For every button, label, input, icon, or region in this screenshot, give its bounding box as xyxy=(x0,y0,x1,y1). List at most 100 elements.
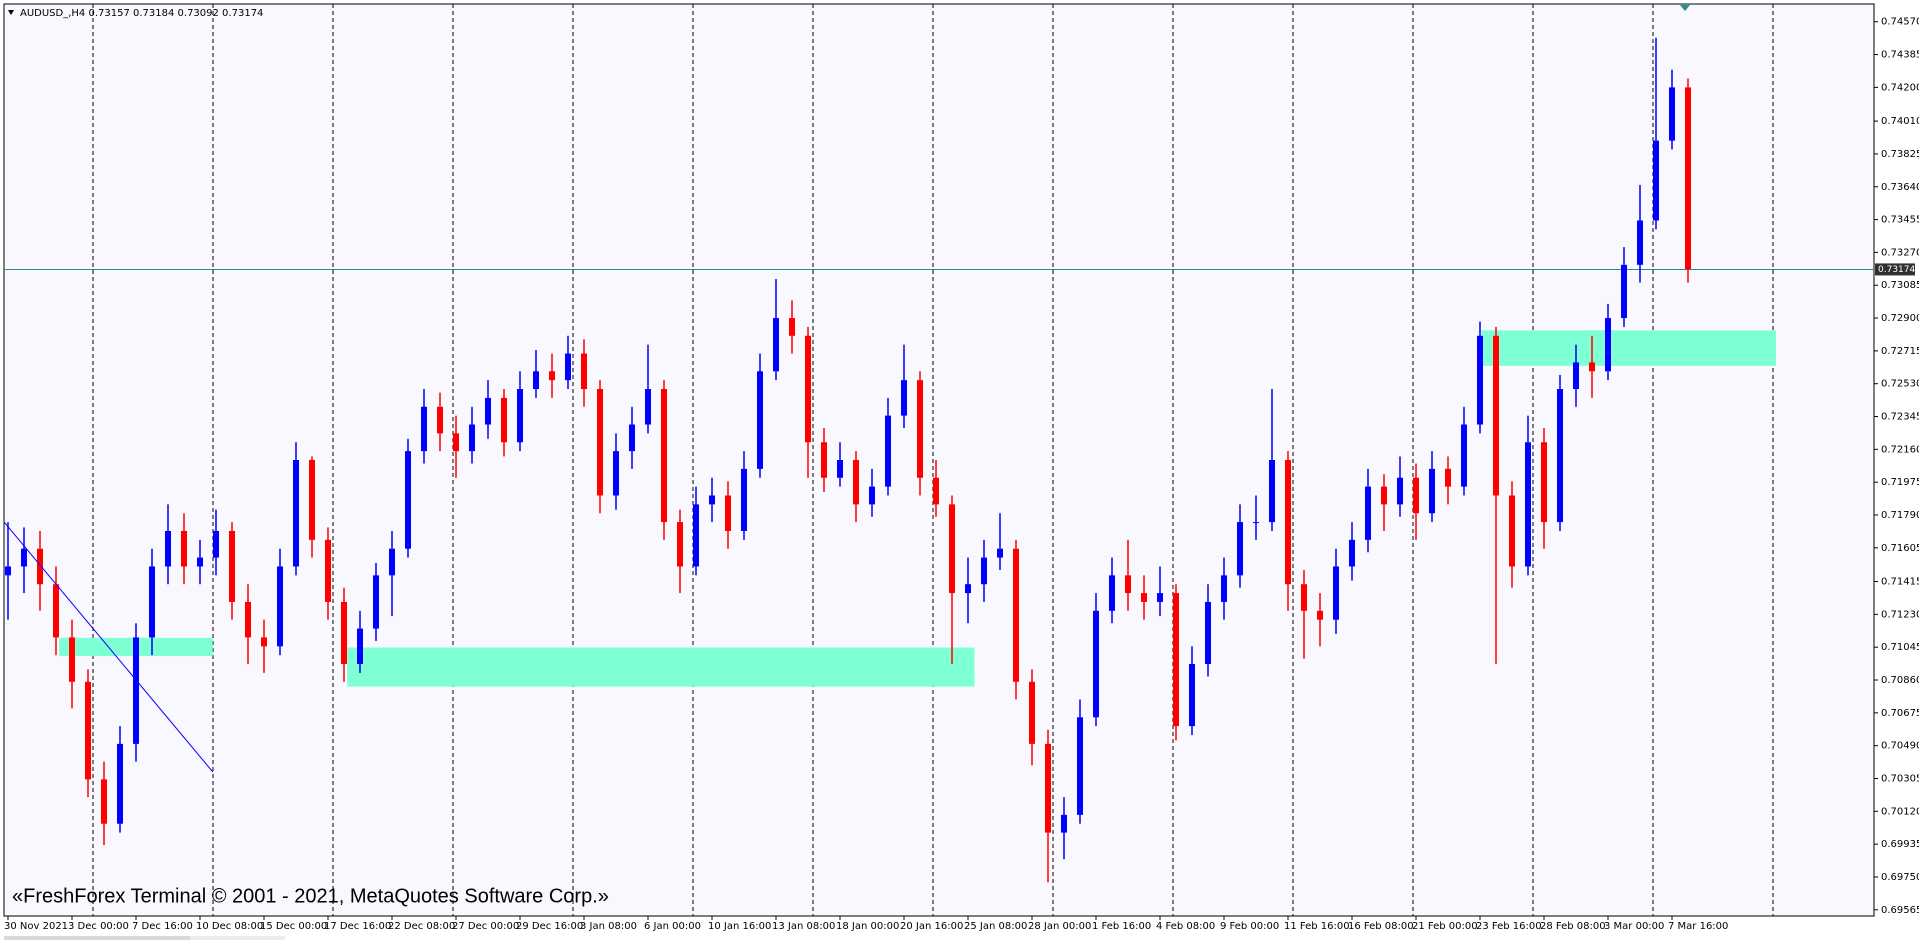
x-tick-label: 15 Dec 00:00 xyxy=(260,921,327,932)
candle-body xyxy=(437,406,443,434)
candle-body xyxy=(1077,717,1083,815)
x-tick-label: 10 Dec 08:00 xyxy=(196,921,263,932)
candle-body xyxy=(1525,442,1531,567)
candle-body xyxy=(421,406,427,452)
x-tick-label: 18 Jan 00:00 xyxy=(836,921,899,932)
candle-body xyxy=(1477,335,1483,425)
candle-body xyxy=(853,460,859,505)
y-tick-label: 0.73640 xyxy=(1881,182,1919,193)
y-tick-label: 0.73455 xyxy=(1881,215,1919,226)
candle-body xyxy=(1045,743,1051,833)
candle-body xyxy=(277,566,283,647)
candle-body xyxy=(1189,664,1195,727)
candle-body xyxy=(1125,575,1131,594)
y-tick-label: 0.69935 xyxy=(1881,839,1919,850)
zone xyxy=(347,647,975,687)
candle-body xyxy=(773,318,779,372)
x-tick-label: 10 Jan 16:00 xyxy=(708,921,771,932)
y-tick-label: 0.70490 xyxy=(1881,741,1919,752)
candle-body xyxy=(1285,460,1291,585)
candle-body xyxy=(213,530,219,558)
y-tick-label: 0.70305 xyxy=(1881,773,1919,784)
y-tick-label: 0.74200 xyxy=(1881,82,1919,93)
candle-body xyxy=(5,566,11,576)
x-tick-label: 22 Dec 08:00 xyxy=(388,921,455,932)
price-label: 0.73174 xyxy=(1878,265,1915,275)
tab-strip[interactable] xyxy=(4,936,190,940)
candle-body xyxy=(1269,460,1275,523)
x-tick-label: 17 Dec 16:00 xyxy=(324,921,391,932)
candle-body xyxy=(1029,681,1035,744)
candle-body xyxy=(517,389,523,443)
candle-body xyxy=(1605,318,1611,372)
candle-body xyxy=(165,530,171,567)
y-tick-label: 0.74010 xyxy=(1881,116,1919,127)
candle-body xyxy=(949,504,955,594)
y-tick-label: 0.69750 xyxy=(1881,872,1919,883)
candle-body xyxy=(885,415,891,487)
watermark: «FreshForex Terminal © 2001 - 2021, Meta… xyxy=(12,885,609,907)
tab-strip[interactable] xyxy=(190,936,285,940)
candle-body xyxy=(661,389,667,523)
y-tick-label: 0.70675 xyxy=(1881,708,1919,719)
candle-body xyxy=(981,557,987,585)
candle-body xyxy=(805,335,811,443)
candle-body xyxy=(1301,584,1307,611)
candle-body xyxy=(757,371,763,469)
candle-body xyxy=(21,548,27,567)
x-tick-label: 11 Feb 16:00 xyxy=(1284,921,1350,932)
y-tick-label: 0.72715 xyxy=(1881,346,1919,357)
candle-body xyxy=(581,353,587,390)
candle-body xyxy=(1557,389,1563,523)
x-tick-label: 21 Feb 00:00 xyxy=(1412,921,1478,932)
symbol-menu-icon[interactable] xyxy=(8,10,14,15)
candle-body xyxy=(1013,548,1019,682)
y-tick-label: 0.73085 xyxy=(1881,280,1919,291)
x-tick-label: 23 Feb 16:00 xyxy=(1476,921,1542,932)
candle-body xyxy=(1237,522,1243,576)
candle-body xyxy=(869,486,875,505)
candle-body xyxy=(293,460,299,567)
candle-body xyxy=(69,637,75,682)
candle-body xyxy=(533,371,539,390)
candle-body xyxy=(501,397,507,443)
candle-body xyxy=(1205,601,1211,665)
candle-body xyxy=(613,451,619,496)
y-tick-label: 0.69565 xyxy=(1881,905,1919,916)
candle-body xyxy=(1445,468,1451,487)
y-tick-label: 0.71230 xyxy=(1881,609,1919,620)
candle-body xyxy=(149,566,155,638)
x-tick-label: 13 Jan 08:00 xyxy=(772,921,835,932)
candle-body xyxy=(341,601,347,665)
candle-body xyxy=(389,548,395,576)
x-tick-label: 9 Feb 00:00 xyxy=(1220,921,1279,932)
candle-body xyxy=(1669,87,1675,141)
candle-body xyxy=(1637,220,1643,265)
candle-body xyxy=(1381,486,1387,505)
shift-marker[interactable] xyxy=(1680,5,1690,11)
x-tick-label: 3 Jan 08:00 xyxy=(580,921,637,932)
x-tick-label: 1 Feb 16:00 xyxy=(1092,921,1151,932)
candle-body xyxy=(1365,486,1371,540)
candle-body xyxy=(789,318,795,336)
candle-body xyxy=(1509,495,1515,567)
x-tick-label: 3 Mar 00:00 xyxy=(1604,921,1664,932)
candle-body xyxy=(837,460,843,478)
y-tick-label: 0.70120 xyxy=(1881,806,1919,817)
x-tick-label: 3 Dec 00:00 xyxy=(68,921,129,932)
candle-body xyxy=(261,637,267,647)
candle-body xyxy=(1333,566,1339,620)
y-tick-label: 0.71045 xyxy=(1881,642,1919,653)
y-tick-label: 0.73270 xyxy=(1881,247,1919,258)
plot-area xyxy=(3,3,1875,917)
candle-body xyxy=(1493,335,1499,496)
candle-body xyxy=(677,522,683,567)
candle-body xyxy=(181,530,187,567)
candle-body xyxy=(117,743,123,824)
candle-body xyxy=(1397,477,1403,505)
candle-body xyxy=(245,601,251,638)
candle-body xyxy=(405,451,411,549)
y-tick-label: 0.74385 xyxy=(1881,50,1919,61)
y-tick-label: 0.74570 xyxy=(1881,17,1919,28)
